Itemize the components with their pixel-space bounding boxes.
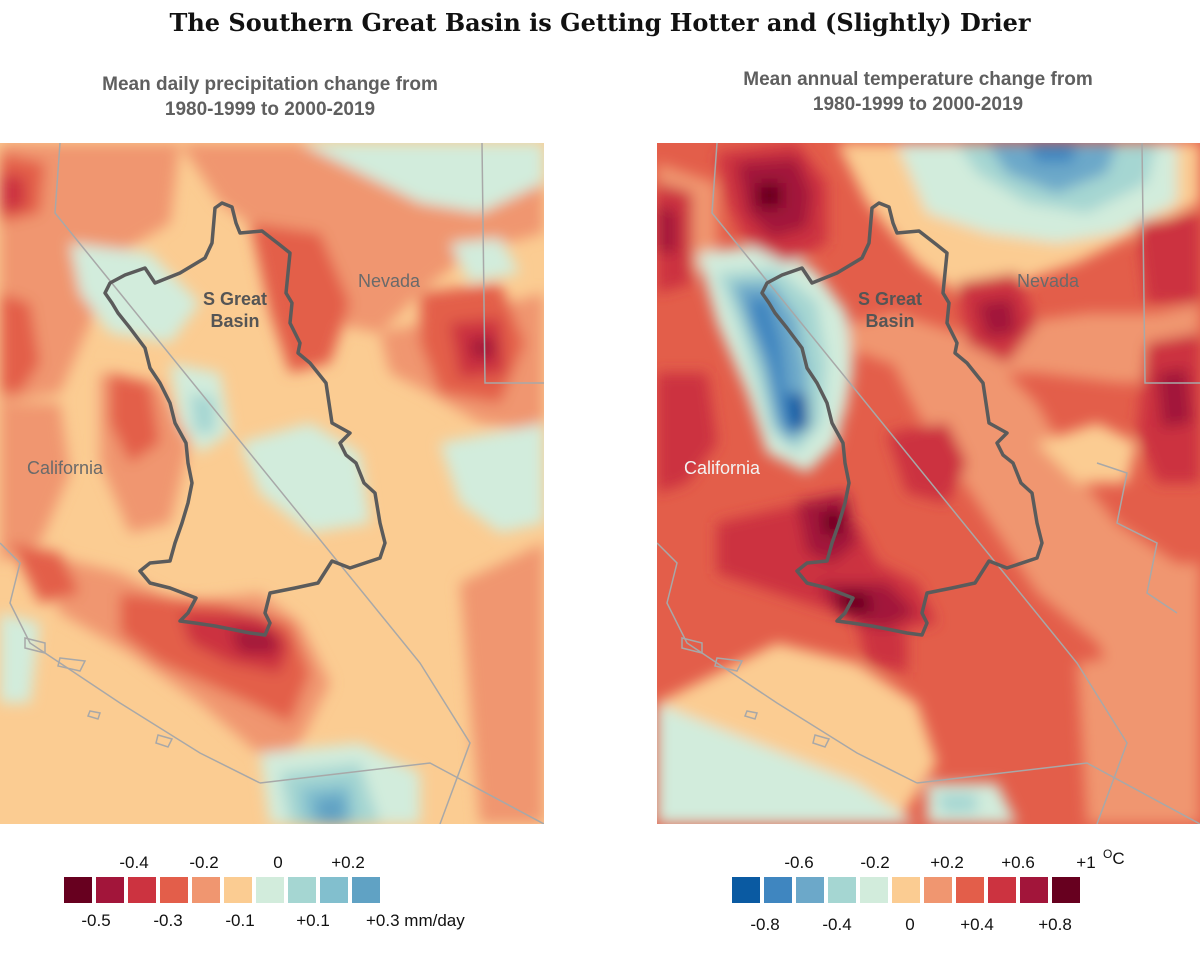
precip-map-svg <box>0 143 544 824</box>
temp-label-basin-line1: S Great <box>857 289 923 309</box>
temp-legend-swatch <box>764 877 792 903</box>
temp-label-basin: S Great Basin <box>845 288 935 332</box>
precip-legend-swatch <box>160 877 188 903</box>
temp-legend-swatch <box>988 877 1016 903</box>
precip-legend-tick: -0.1 <box>225 911 255 930</box>
precip-legend: -0.4 -0.2 0 +0.2 -0.5 -0.3 -0.1 +0.1 +0.… <box>0 845 600 955</box>
precip-label-basin: S Great Basin <box>190 288 280 332</box>
precip-label-california: California <box>27 458 104 478</box>
temp-label-nevada: Nevada <box>1017 271 1080 291</box>
temp-legend-swatch <box>828 877 856 903</box>
temp-label-basin-line2: Basin <box>865 311 915 331</box>
temp-legend-tick: -0.6 <box>784 853 814 872</box>
temp-legend-unit: OC <box>1103 847 1125 869</box>
precip-legend-tick: +0.1 <box>296 911 330 930</box>
precip-legend-swatch <box>288 877 316 903</box>
precip-title-line1: Mean daily precipitation change from <box>102 74 438 95</box>
temp-panel-title: Mean annual temperature change from 1980… <box>668 67 1168 117</box>
precip-label-nevada: Nevada <box>358 271 421 291</box>
temp-legend-swatches <box>732 877 1080 903</box>
temp-legend-swatch <box>1020 877 1048 903</box>
temp-legend-tick: -0.2 <box>860 853 890 872</box>
temp-legend-swatch <box>924 877 952 903</box>
temp-legend-swatch <box>732 877 760 903</box>
precip-legend-swatch <box>320 877 348 903</box>
temp-legend-tick: +0.4 <box>960 915 994 934</box>
temp-title-line1: Mean annual temperature change from <box>743 69 1093 90</box>
precip-label-basin-line1: S Great <box>202 289 268 309</box>
precip-panel-title: Mean daily precipitation change from 198… <box>20 72 520 122</box>
precip-legend-swatch <box>256 877 284 903</box>
precip-legend-tick: +0.2 <box>331 853 365 872</box>
temp-legend-swatch <box>796 877 824 903</box>
temp-basin-outline <box>760 201 1044 637</box>
precip-legend-swatch <box>352 877 380 903</box>
temp-legend-tick: +0.2 <box>930 853 964 872</box>
temp-legend-swatch <box>892 877 920 903</box>
main-title: The Southern Great Basin is Getting Hott… <box>169 8 1031 37</box>
precip-legend-swatch <box>128 877 156 903</box>
temp-legend-tick: +0.6 <box>1001 853 1035 872</box>
temp-legend-tick: -0.4 <box>822 915 852 934</box>
temp-legend: -0.6 -0.2 +0.2 +0.6 +1 OC -0.8 -0.4 0 +0… <box>600 845 1200 955</box>
temp-map: Nevada California S Great Basin <box>657 143 1200 824</box>
precip-legend-unit-tick: +0.3 mm/day <box>366 911 465 930</box>
temp-legend-swatch <box>956 877 984 903</box>
precip-map: Nevada California S Great Basin <box>0 143 544 824</box>
precip-legend-swatches <box>64 877 380 903</box>
precip-legend-swatch <box>96 877 124 903</box>
precip-legend-tick: -0.4 <box>119 853 149 872</box>
precip-label-basin-line2: Basin <box>210 311 260 331</box>
precip-legend-swatch <box>64 877 92 903</box>
temp-legend-tick: +1 <box>1076 853 1096 872</box>
temp-legend-tick: -0.8 <box>750 915 780 934</box>
precip-legend-swatch <box>224 877 252 903</box>
precip-basin-outline <box>103 201 387 637</box>
precip-legend-tick: 0 <box>273 853 283 872</box>
precip-legend-tick: -0.2 <box>189 853 219 872</box>
temp-legend-unit-text: C <box>1112 849 1125 868</box>
precip-title-line2: 1980-1999 to 2000-2019 <box>164 99 376 120</box>
precip-legend-tick: -0.5 <box>81 911 111 930</box>
temp-legend-tick: +0.8 <box>1038 915 1072 934</box>
temp-legend-swatch <box>860 877 888 903</box>
precip-legend-swatch <box>192 877 220 903</box>
temp-legend-swatch <box>1052 877 1080 903</box>
temp-title-line2: 1980-1999 to 2000-2019 <box>812 94 1024 115</box>
temp-legend-unit-sup: O <box>1103 847 1113 861</box>
precip-legend-tick: -0.3 <box>153 911 183 930</box>
temp-label-california: California <box>684 458 761 478</box>
temp-legend-tick: 0 <box>905 915 915 934</box>
temp-map-svg <box>657 143 1200 824</box>
